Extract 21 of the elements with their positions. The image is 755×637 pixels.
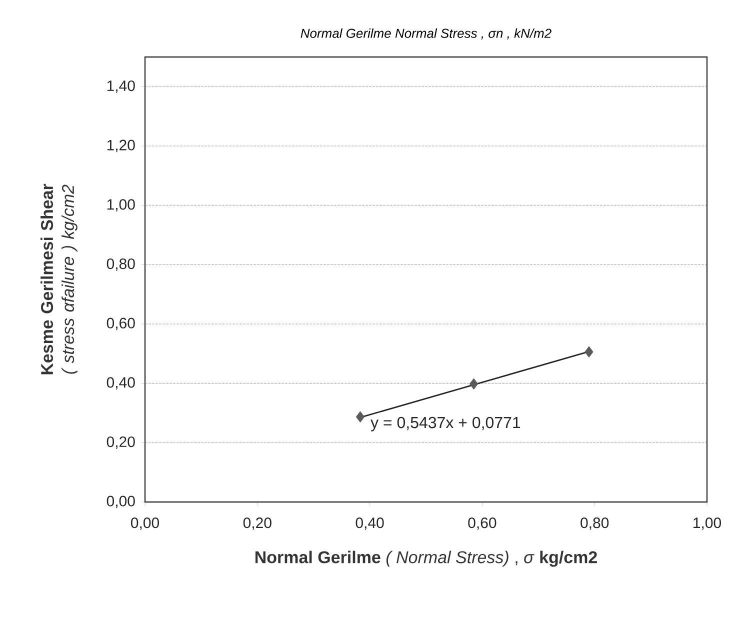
x-axis-title: Normal Gerilme ( Normal Stress) , σ kg/cm2 [255, 550, 597, 567]
y-tick-label: 1,20 [107, 140, 135, 152]
y-tick-label: 0,60 [106, 318, 135, 330]
y-tick-label: 0,00 [106, 496, 135, 508]
annotation: y = 0,5437x + 0,0771 [370, 416, 520, 432]
x-tick-label: 0,00 [130, 518, 160, 530]
x-tick-label: 0,40 [356, 518, 384, 530]
x-tick-label: 0,20 [243, 518, 272, 530]
y-axis-title: Kesme Gerilmesi Shear ( stress αfailure ) kg/cm2 [40, 184, 78, 374]
y-tick-label: 0,40 [106, 377, 135, 390]
x-tick-label: 1,00 [694, 518, 721, 530]
x-tick-label: 0,80 [580, 518, 609, 530]
x-tick-label: 0,60 [468, 518, 496, 530]
y-tick-label: 0,20 [106, 436, 135, 449]
point [356, 411, 365, 423]
point [469, 378, 478, 390]
chart-title: Normal Gerilme Normal Stress , σn , kN/m2 [300, 28, 552, 40]
y-tick-label: 1,00 [107, 199, 135, 212]
y-tick-label: 1,40 [107, 80, 135, 93]
y-tick-label: 0,80 [106, 258, 135, 271]
point [584, 346, 594, 358]
